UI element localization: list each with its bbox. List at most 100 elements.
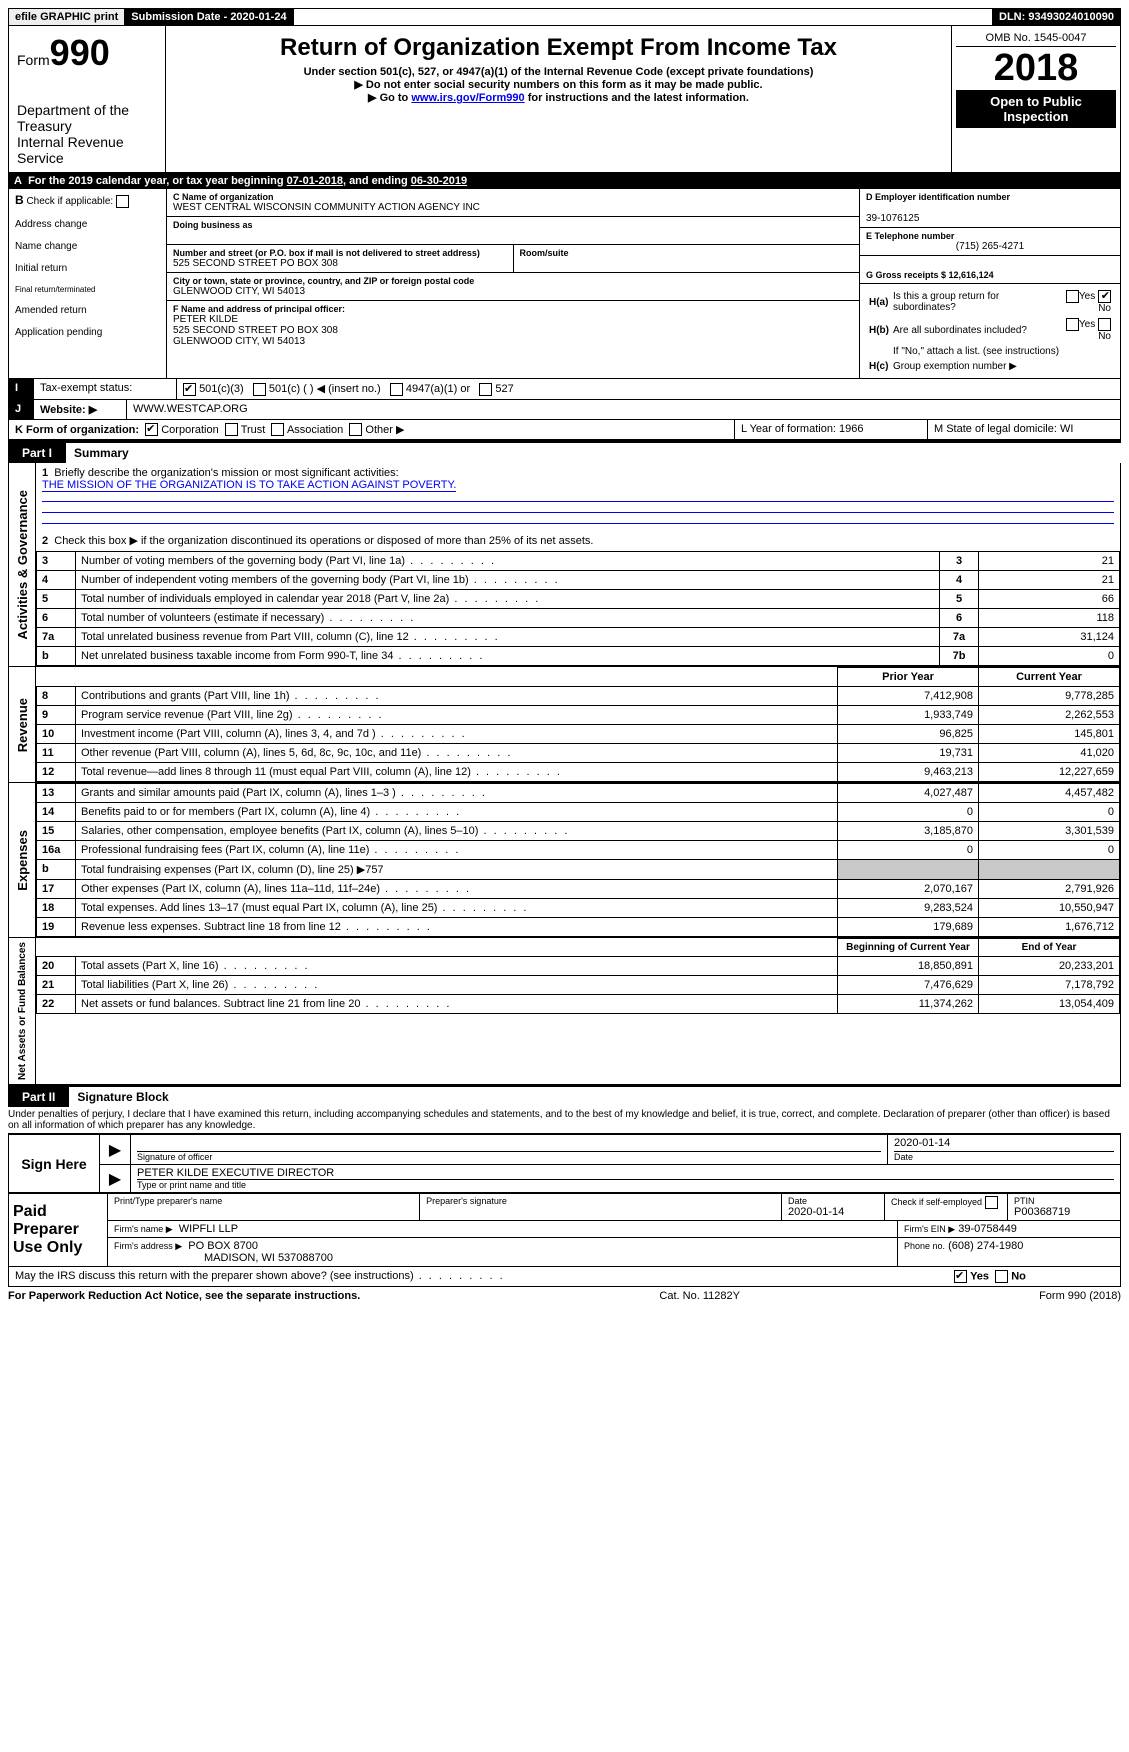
section-expenses: Expenses 13Grants and similar amounts pa… (8, 783, 1121, 938)
hb-yes-checkbox[interactable] (1066, 318, 1079, 331)
arrow-icon: ▶ (100, 1135, 131, 1164)
website-value: WWW.WESTCAP.ORG (127, 400, 1120, 419)
line2-label: Check this box ▶ if the organization dis… (54, 535, 593, 547)
tax-year: 2018 (956, 47, 1116, 90)
paid-preparer-block: Paid Preparer Use Only Print/Type prepar… (8, 1193, 1121, 1267)
prior-year-hdr: Prior Year (838, 668, 979, 687)
b-opt-name: Name change (15, 241, 160, 252)
self-emp-checkbox[interactable] (985, 1196, 998, 1209)
row-i: I Tax-exempt status: 501(c)(3) 501(c) ( … (8, 379, 1121, 400)
table-row: 19Revenue less expenses. Subtract line 1… (37, 918, 1120, 937)
prep-name-label: Print/Type preparer's name (114, 1196, 413, 1206)
submission-date: Submission Date - 2020-01-24 (125, 9, 293, 25)
table-row: 11Other revenue (Part VIII, column (A), … (37, 744, 1120, 763)
officer-label: F Name and address of principal officer: (173, 304, 853, 314)
website-label: Website: ▶ (34, 400, 127, 419)
discuss-yes-checkbox[interactable] (954, 1270, 967, 1283)
trust-checkbox[interactable] (225, 423, 238, 436)
rowa-pre: For the 2019 calendar year, or tax year … (28, 175, 287, 187)
opt-527: 527 (495, 383, 513, 395)
firm-ein: 39-0758449 (958, 1223, 1017, 1235)
firm-phone: (608) 274-1980 (948, 1240, 1023, 1252)
firm-ein-label: Firm's EIN ▶ (904, 1224, 955, 1234)
addr-label: Number and street (or P.O. box if mail i… (173, 248, 507, 258)
ein: 39-1076125 (866, 213, 1114, 224)
k-label: K Form of organization: (15, 424, 139, 436)
omb-number: OMB No. 1545-0047 (956, 30, 1116, 47)
org-address: 525 SECOND STREET PO BOX 308 (173, 258, 507, 269)
footer-left: For Paperwork Reduction Act Notice, see … (8, 1290, 360, 1302)
discuss-yes: Yes (970, 1271, 989, 1283)
form990-link[interactable]: www.irs.gov/Form990 (411, 92, 524, 104)
assoc-checkbox[interactable] (271, 423, 284, 436)
form-subtitle: Under section 501(c), 527, or 4947(a)(1)… (174, 66, 943, 78)
state-domicile: M State of legal domicile: WI (928, 420, 1120, 440)
yes-label-2: Yes (1079, 319, 1095, 330)
gross-receipts: G Gross receipts $ 12,616,124 (866, 270, 1114, 280)
no-label: No (1098, 303, 1111, 314)
footer-right: Form 990 (2018) (1039, 1290, 1121, 1302)
table-row: 17Other expenses (Part IX, column (A), l… (37, 880, 1120, 899)
check-if-applicable: Check if applicable: (26, 196, 113, 207)
table-row: 14Benefits paid to or for members (Part … (37, 803, 1120, 822)
hc-text: Group exemption number ▶ (892, 360, 1112, 373)
form-note-1: Do not enter social security numbers on … (174, 78, 943, 91)
side-label-ag: Activities & Governance (13, 486, 32, 644)
section-netassets: Net Assets or Fund Balances Beginning of… (8, 938, 1121, 1085)
checkbox-b[interactable] (116, 195, 129, 208)
entity-block: B Check if applicable: Address change Na… (8, 189, 1121, 379)
firm-name: WIPFLI LLP (179, 1223, 238, 1235)
table-row: 18Total expenses. Add lines 13–17 (must … (37, 899, 1120, 918)
sig-officer-label: Signature of officer (137, 1152, 881, 1162)
phone-label: E Telephone number (866, 231, 1114, 241)
table-row: 16aProfessional fundraising fees (Part I… (37, 841, 1120, 860)
opt-501c3: 501(c)(3) (199, 383, 244, 395)
officer-name: PETER KILDE (173, 314, 853, 325)
ha-no-checkbox[interactable] (1098, 290, 1111, 303)
501c-checkbox[interactable] (253, 383, 266, 396)
firm-addr1: PO BOX 8700 (188, 1240, 258, 1252)
table-row: bTotal fundraising expenses (Part IX, co… (37, 860, 1120, 880)
no-label-2: No (1098, 331, 1111, 342)
row-a-tax-year: A For the 2019 calendar year, or tax yea… (8, 173, 1121, 189)
year-block: OMB No. 1545-0047 2018 Open to Public In… (952, 26, 1120, 172)
line1-label: Briefly describe the organization's miss… (54, 467, 398, 479)
tax-exempt-label: Tax-exempt status: (34, 379, 177, 399)
b-opt-pending: Application pending (15, 327, 160, 338)
ha-yes-checkbox[interactable] (1066, 290, 1079, 303)
phone: (715) 265-4271 (866, 241, 1114, 252)
note2-pre: Go to (380, 92, 412, 104)
ptin: P00368719 (1014, 1206, 1114, 1218)
part-i-header: Part I Summary (8, 441, 1121, 463)
form-number: 990 (50, 32, 110, 73)
eoy-hdr: End of Year (979, 939, 1120, 957)
mission-text: THE MISSION OF THE ORGANIZATION IS TO TA… (42, 479, 456, 492)
side-label-exp: Expenses (13, 826, 32, 895)
corp-checkbox[interactable] (145, 423, 158, 436)
table-row: bNet unrelated business taxable income f… (37, 647, 1120, 666)
4947-checkbox[interactable] (390, 383, 403, 396)
discuss-text: May the IRS discuss this return with the… (15, 1270, 414, 1282)
form-title: Return of Organization Exempt From Incom… (174, 34, 943, 62)
501c3-checkbox[interactable] (183, 383, 196, 396)
hb-no-checkbox[interactable] (1098, 318, 1111, 331)
table-row: 15Salaries, other compensation, employee… (37, 822, 1120, 841)
note2-post: for instructions and the latest informat… (525, 92, 749, 104)
527-checkbox[interactable] (479, 383, 492, 396)
officer-addr2: GLENWOOD CITY, WI 54013 (173, 336, 853, 347)
part-i-tab: Part I (8, 443, 66, 463)
top-bar: efile GRAPHIC print Submission Date - 20… (8, 8, 1121, 26)
firm-addr-label: Firm's address ▶ (114, 1241, 182, 1251)
opt-4947: 4947(a)(1) or (406, 383, 470, 395)
form-header: Form990 Department of the Treasury Inter… (8, 26, 1121, 173)
opt-trust: Trust (241, 424, 266, 436)
hb-note: If "No," attach a list. (see instruction… (892, 345, 1112, 358)
efile-button[interactable]: efile GRAPHIC print (9, 9, 125, 25)
discuss-no-checkbox[interactable] (995, 1270, 1008, 1283)
arrow-icon-2: ▶ (100, 1165, 131, 1192)
dept-treasury: Department of the Treasury (17, 102, 157, 134)
part-ii-title: Signature Block (69, 1090, 168, 1104)
current-year-hdr: Current Year (979, 668, 1120, 687)
form-prefix: Form (17, 52, 50, 68)
other-checkbox[interactable] (349, 423, 362, 436)
